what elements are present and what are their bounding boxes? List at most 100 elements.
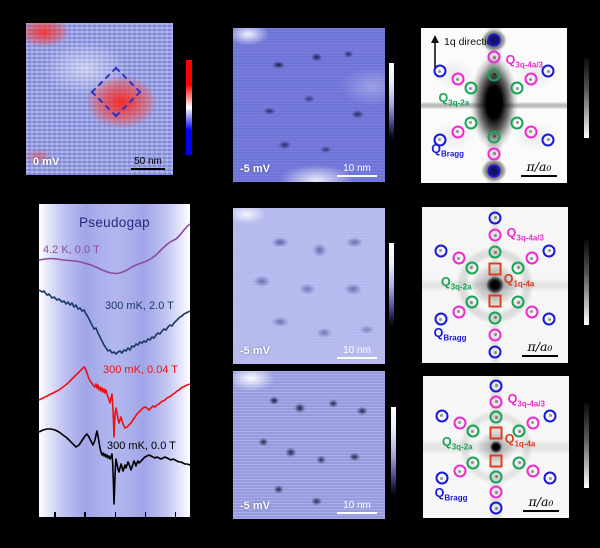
q-circle-marker bbox=[488, 328, 502, 342]
scale-bar-line bbox=[131, 167, 165, 170]
q-circle-marker bbox=[512, 424, 526, 438]
q-circle-marker bbox=[488, 345, 502, 359]
q-circle-marker bbox=[489, 410, 503, 424]
q-circle-marker bbox=[525, 251, 538, 265]
colorbar-gray bbox=[584, 58, 589, 138]
q-label: Q3q-4a/3 bbox=[506, 226, 544, 243]
q-circle-marker bbox=[434, 312, 448, 326]
x-axis-tick bbox=[114, 512, 116, 517]
q-circle-marker bbox=[433, 64, 447, 78]
q-circle-marker bbox=[510, 116, 524, 130]
q-circle-marker bbox=[524, 125, 537, 139]
direction-arrow-label: 1q direction bbox=[444, 36, 499, 48]
bias-label: -5 mV bbox=[240, 163, 270, 175]
q-circle-marker bbox=[525, 305, 538, 319]
scale-bar: 10 nm bbox=[337, 344, 377, 359]
bias-label: 0 mV bbox=[33, 156, 60, 168]
q-circle-marker bbox=[543, 409, 557, 423]
q-circle-marker bbox=[489, 470, 503, 484]
q-circle-marker bbox=[488, 228, 502, 242]
q-circle-marker bbox=[526, 416, 539, 430]
scale-bar-line bbox=[337, 174, 377, 177]
x-axis-tick bbox=[144, 512, 147, 517]
direction-arrow: 1q direction bbox=[430, 35, 498, 69]
scale-bar-label: 10 nm bbox=[343, 499, 371, 511]
q-circle-marker bbox=[489, 485, 503, 499]
bias-label: -5 mV bbox=[240, 500, 270, 512]
q-circle-marker bbox=[487, 68, 501, 81]
colorbar-blue bbox=[389, 243, 394, 328]
q-label: QBragg bbox=[431, 141, 465, 159]
q-circle-marker bbox=[452, 305, 465, 319]
q-circle-marker bbox=[464, 81, 478, 95]
curve-label-300mK-004T: 300 mK, 0.04 T bbox=[103, 364, 179, 376]
q-label: Q1q-4a bbox=[503, 271, 535, 289]
q-circle-marker bbox=[541, 133, 555, 147]
q-circle-marker bbox=[542, 312, 556, 326]
momentum-scale-label: π/a₀ bbox=[526, 159, 552, 174]
scale-bar-label: 50 nm bbox=[134, 155, 162, 167]
scale-bar: 50 nm bbox=[131, 155, 165, 170]
q-square-marker bbox=[488, 262, 502, 276]
q-label: Q3q-2a bbox=[440, 274, 472, 292]
q-circle-marker bbox=[466, 456, 480, 470]
bias-label: -5 mV bbox=[240, 345, 270, 357]
fft-panel-middle: π/a₀ Q3q-4a/3 Q3q-2a Q1q-4a QBragg bbox=[422, 207, 568, 363]
stm-map-minus5mv-panel-bottom: -5 mV 10 nm bbox=[233, 371, 385, 519]
spectra-title: Pseudogap bbox=[78, 215, 150, 230]
q-label: QBragg bbox=[434, 485, 468, 503]
scale-bar-line bbox=[337, 511, 377, 514]
stm-map-minus5mv-panel-middle: -5 mV 10 nm bbox=[233, 208, 385, 364]
scale-bar: 10 nm bbox=[337, 499, 377, 514]
arrow-up-icon bbox=[431, 35, 439, 68]
q-label: QBragg bbox=[433, 326, 467, 343]
momentum-scale-bar: π/a₀ bbox=[521, 160, 557, 177]
q-circle-marker bbox=[542, 244, 556, 258]
q-label: Q3q-4a/3 bbox=[505, 53, 543, 70]
q-circle-marker bbox=[489, 501, 503, 515]
q-label: Q3q-4a/3 bbox=[507, 392, 545, 409]
q-circle-marker bbox=[487, 33, 501, 47]
q-circle-marker bbox=[511, 295, 525, 309]
q-circle-marker bbox=[488, 311, 502, 325]
q-label: Q3q-2a bbox=[441, 434, 473, 452]
colorbar-blue bbox=[389, 63, 394, 141]
stm-map-minus5mv-panel-top: -5 mV 10 nm bbox=[233, 28, 385, 182]
scale-bar-line bbox=[337, 356, 377, 359]
q-circle-marker bbox=[453, 416, 466, 430]
q-circle-marker bbox=[452, 251, 465, 265]
x-axis-tick bbox=[84, 512, 86, 517]
q-circle-marker bbox=[453, 464, 466, 478]
momentum-scale-line bbox=[521, 175, 557, 177]
q-circle-marker bbox=[451, 72, 464, 86]
q-circle-marker bbox=[435, 409, 449, 423]
q-square-marker bbox=[488, 294, 502, 308]
momentum-scale-bar: π/a₀ bbox=[522, 340, 558, 357]
colorbar-gray bbox=[584, 403, 589, 488]
momentum-scale-bar: π/a₀ bbox=[523, 495, 559, 512]
scale-bar: 10 nm bbox=[337, 162, 377, 177]
momentum-scale-label: π/a₀ bbox=[528, 494, 554, 509]
q-circle-marker bbox=[451, 125, 464, 139]
q-circle-marker bbox=[488, 211, 502, 225]
spectra-curves bbox=[39, 223, 190, 505]
stm-map-0mv-panel: 0 mV 50 nm bbox=[26, 23, 173, 175]
scale-bar-label: 10 nm bbox=[343, 344, 371, 356]
q-circle-marker bbox=[434, 244, 448, 258]
curve-label-300mK-0T: 300 mK, 0.0 T bbox=[107, 440, 176, 452]
momentum-scale-line bbox=[522, 355, 558, 357]
q-circle-marker bbox=[465, 295, 479, 309]
x-axis-tick bbox=[174, 512, 177, 517]
q-circle-marker bbox=[464, 116, 478, 130]
q-label: Q3q-2a bbox=[438, 90, 470, 108]
q-label: Q1q-4a bbox=[504, 431, 536, 449]
q-square-marker bbox=[489, 426, 503, 440]
q-circle-marker bbox=[526, 464, 539, 478]
q-circle-marker bbox=[465, 261, 479, 275]
fft-panel-top: 1q direction π/a₀ Q3q-4a/3 Q3q-2a QBragg bbox=[421, 28, 567, 183]
q-circle-marker bbox=[488, 245, 502, 259]
scale-bar-label: 10 nm bbox=[343, 162, 371, 174]
q-circle-marker bbox=[487, 50, 501, 64]
q-circle-marker bbox=[487, 164, 501, 178]
